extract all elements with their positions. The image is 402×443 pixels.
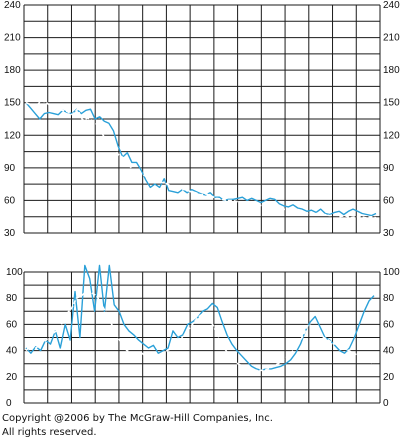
copyright-notice: Copyright @2006 by The McGraw-Hill Compa… [2, 412, 273, 440]
lower-chart: 0 0 20 20 40 40 60 60 80 80 100 100 [6, 264, 400, 409]
y-tick-label-left: 20 [6, 372, 18, 383]
y-tick-label-left: 30 [4, 228, 16, 239]
y-tick-label-right: 240 [383, 0, 400, 11]
y-tick-label-right: 80 [383, 293, 395, 304]
copyright-line-2: All rights reserved. [2, 427, 97, 438]
y-tick-label-right: 150 [383, 98, 400, 109]
y-tick-label-right: 0 [383, 398, 389, 409]
y-tick-label-right: 60 [383, 195, 395, 206]
y-tick-label-right: 120 [383, 130, 400, 141]
y-tick-label-left: 120 [4, 130, 21, 141]
series-line-2 [25, 290, 375, 372]
y-tick-label-right: 20 [383, 372, 395, 383]
y-tick-label-left: 240 [4, 0, 21, 11]
series-line-1 [25, 102, 377, 217]
series-line-1 [25, 264, 375, 371]
upper-chart: 30 30 60 60 90 90 120 120 150 150 180 180 210 210 240 2… [4, 0, 400, 239]
series-line-2 [25, 99, 377, 219]
y-tick-label-right: 30 [383, 228, 395, 239]
y-tick-label-right: 210 [383, 33, 400, 44]
y-tick-label-right: 90 [383, 163, 395, 174]
y-tick-label-left: 40 [6, 346, 18, 357]
y-tick-label-left: 100 [6, 267, 23, 278]
y-tick-label-left: 60 [6, 319, 18, 330]
y-tick-label-left: 150 [4, 98, 21, 109]
y-tick-label-left: 60 [4, 195, 16, 206]
copyright-line-1: Copyright @2006 by The McGraw-Hill Compa… [2, 413, 273, 424]
y-tick-label-right: 180 [383, 65, 400, 76]
y-tick-label-left: 210 [4, 33, 21, 44]
y-tick-label-left: 0 [6, 398, 12, 409]
y-tick-label-right: 100 [383, 267, 400, 278]
y-tick-label-right: 60 [383, 319, 395, 330]
y-tick-label-left: 80 [6, 293, 18, 304]
horizontal-grid [24, 271, 380, 404]
y-tick-label-left: 180 [4, 65, 21, 76]
y-tick-label-left: 90 [4, 163, 16, 174]
y-tick-label-right: 40 [383, 346, 395, 357]
